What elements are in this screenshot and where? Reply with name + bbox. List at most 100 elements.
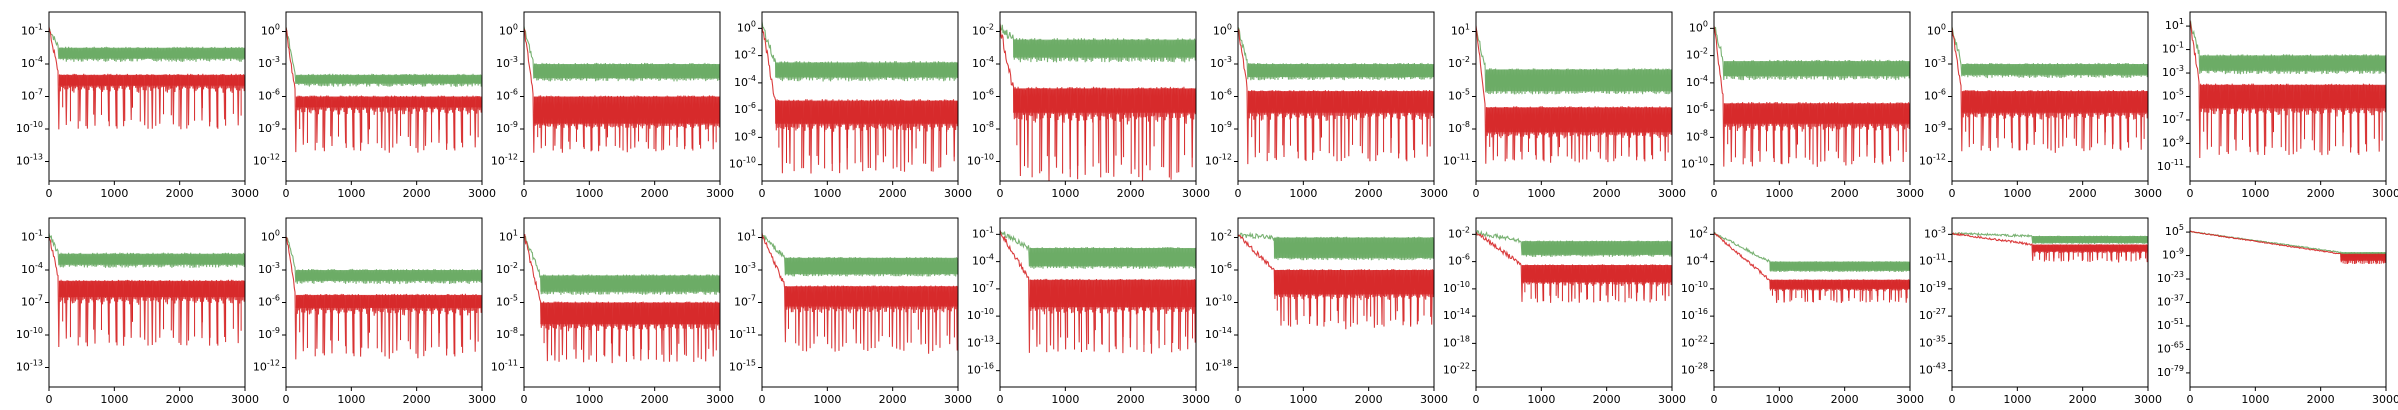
y-tick-label: 10-10 (967, 307, 994, 323)
green-series-band (58, 47, 245, 59)
axes-frame (761, 11, 959, 182)
y-tick-label: 100 (261, 228, 280, 244)
x-tick-label: 2000 (641, 187, 669, 200)
panel-r1-c0: 10-1 10-4 10-7 10-10 10-13 0 1000 2000 3000 (16, 217, 259, 406)
x-tick-label: 1000 (575, 393, 603, 406)
x-tick-label: 3000 (2134, 187, 2162, 200)
green-series-band (1723, 61, 1910, 77)
panel-r0-c8: 100 10-3 10-6 10-9 10-12 0 1000 2000 3000 (1919, 11, 2162, 200)
y-tick-label: 100 (1927, 22, 1946, 38)
y-tick-label: 10-13 (16, 358, 43, 374)
plot-area (524, 234, 720, 364)
y-tick-label: 10-28 (1681, 361, 1708, 377)
panel-r0-c9: 101 10-1 10-3 10-5 10-7 10-9 10-11 0 1000 2000 300… (2157, 11, 2398, 200)
y-tick-label: 10-22 (1681, 334, 1708, 350)
green-series-band (775, 62, 958, 78)
x-tick-label: 3000 (468, 393, 496, 406)
x-tick-label: 0 (1949, 187, 1956, 200)
panel-r1-c8: 10-3 10-11 10-19 10-27 10-35 10-43 0 1000 2000 30… (1919, 217, 2162, 406)
x-tick-label: 1000 (100, 187, 128, 200)
plot-area (49, 26, 245, 130)
y-tick-label: 10-12 (253, 152, 280, 168)
x-tick-label: 2000 (403, 187, 431, 200)
plot-area (1238, 231, 1434, 330)
x-tick-label: 3000 (2372, 393, 2398, 406)
y-tick-label: 10-11 (491, 358, 518, 374)
x-tick-label: 3000 (1420, 393, 1448, 406)
plot-area (762, 21, 958, 174)
x-tick-label: 2000 (1593, 393, 1621, 406)
red-series-band (784, 286, 958, 307)
red-series-band (58, 74, 245, 86)
y-tick-label: 10-8 (1686, 128, 1708, 144)
green-series-band (1485, 69, 1672, 92)
y-tick-label: 10-6 (1686, 101, 1708, 117)
y-tick-label: 10-6 (1210, 87, 1232, 103)
y-tick-label: 10-12 (1205, 152, 1232, 168)
panel-r0-c4: 10-2 10-4 10-6 10-8 10-10 0 1000 2000 3000 (967, 11, 1210, 200)
y-tick-label: 100 (499, 22, 518, 38)
x-tick-label: 3000 (706, 187, 734, 200)
panel-r0-c0: 10-1 10-4 10-7 10-10 10-13 0 1000 2000 3000 (16, 11, 259, 200)
plot-area (762, 232, 958, 354)
y-tick-label: 10-14 (1443, 307, 1470, 323)
panel-r1-c9: 105 10-9 10-23 10-37 10-51 10-65 10-79 0 1000 200… (2157, 217, 2398, 406)
x-tick-label: 0 (521, 187, 528, 200)
y-tick-label: 10-1 (972, 225, 994, 241)
y-tick-label: 10-6 (258, 293, 280, 309)
y-tick-label: 10-3 (258, 261, 280, 277)
y-tick-label: 10-4 (972, 55, 994, 71)
y-tick-label: 10-4 (1686, 73, 1708, 89)
x-tick-label: 1000 (1765, 393, 1793, 406)
x-tick-label: 2000 (641, 393, 669, 406)
y-tick-label: 10-10 (16, 120, 43, 136)
y-tick-label: 10-6 (1924, 87, 1946, 103)
panel-r0-c3: 100 10-2 10-4 10-6 10-8 10-10 0 1000 2000 3000 (729, 11, 972, 200)
x-tick-label: 3000 (1658, 187, 1686, 200)
red-series-band (1013, 88, 1196, 113)
x-tick-label: 2000 (166, 187, 194, 200)
y-tick-label: 10-3 (1924, 55, 1946, 71)
y-tick-label: 10-11 (1919, 252, 1946, 268)
y-tick-label: 10-8 (1448, 120, 1470, 136)
y-tick-label: 10-8 (496, 326, 518, 342)
axes-frame (1951, 217, 2149, 388)
x-tick-label: 3000 (1182, 187, 1210, 200)
y-tick-label: 101 (1451, 22, 1470, 38)
y-tick-label: 10-12 (253, 358, 280, 374)
green-series-band (1769, 261, 1910, 271)
y-tick-label: 10-5 (496, 293, 518, 309)
green-series-band (1273, 237, 1434, 258)
panel-r0-c7: 100 10-2 10-4 10-6 10-8 10-10 0 1000 2000 3000 (1681, 11, 1924, 200)
green-series-band (2032, 236, 2148, 243)
red-series-band (1247, 91, 1434, 113)
y-tick-label: 10-37 (2157, 293, 2184, 309)
x-tick-label: 3000 (231, 187, 259, 200)
x-tick-label: 1000 (100, 393, 128, 406)
y-tick-label: 10-7 (21, 293, 43, 309)
red-series-band (1485, 107, 1672, 133)
y-tick-label: 10-9 (2162, 246, 2184, 261)
y-tick-label: 10-8 (734, 128, 756, 144)
y-tick-label: 10-7 (972, 279, 994, 295)
y-tick-label: 10-10 (16, 326, 43, 342)
red-series-band (1521, 265, 1672, 283)
green-series-band (295, 270, 482, 281)
panel-r0-c1: 100 10-3 10-6 10-9 10-12 0 1000 2000 3000 (253, 11, 496, 200)
panel-r0-c6: 101 10-2 10-5 10-8 10-11 0 1000 2000 3000 (1443, 11, 1686, 200)
green-series-band (1247, 64, 1434, 77)
y-tick-label: 105 (2165, 223, 2184, 239)
plot-area (2190, 230, 2386, 265)
y-tick-label: 10-2 (972, 22, 994, 38)
x-tick-label: 2000 (1831, 393, 1859, 406)
y-tick-label: 10-10 (1443, 279, 1470, 295)
y-tick-label: 100 (1213, 22, 1232, 38)
panel-r0-c2: 100 10-3 10-6 10-9 10-12 0 1000 2000 3000 (491, 11, 734, 200)
red-series-line (524, 234, 720, 364)
y-tick-label: 10-9 (1924, 120, 1946, 136)
y-tick-label: 10-4 (734, 73, 756, 89)
x-tick-label: 1000 (1765, 187, 1793, 200)
x-tick-label: 1000 (337, 187, 365, 200)
y-tick-label: 10-18 (1443, 334, 1470, 350)
y-tick-label: 10-9 (1210, 120, 1232, 136)
